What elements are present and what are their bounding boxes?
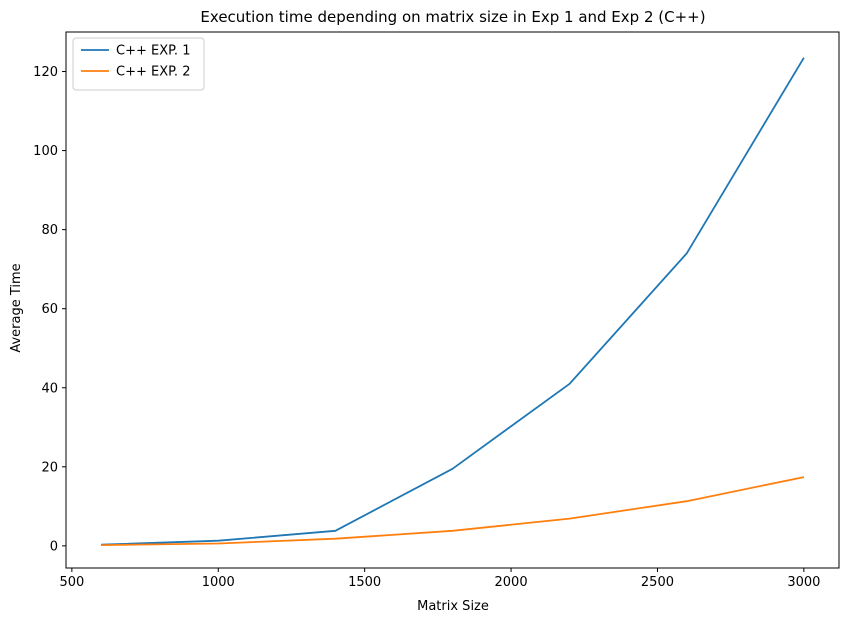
y-axis-label: Average Time	[9, 263, 24, 352]
x-tick-label: 1500	[348, 575, 381, 590]
x-tick-label: 3000	[787, 575, 820, 590]
y-tick-label: 80	[41, 223, 58, 238]
series-line-exp-2	[101, 476, 805, 546]
y-tick-label: 60	[41, 302, 58, 317]
y-tick-label: 40	[41, 381, 58, 396]
x-tick-label: 500	[59, 575, 84, 590]
y-tick-label: 20	[41, 460, 58, 475]
y-tick-label: 120	[33, 65, 58, 80]
y-tick-label: 0	[50, 539, 58, 554]
plot-frame	[65, 31, 840, 569]
legend-label: C++ EXP. 2	[116, 65, 190, 80]
legend-label: C++ EXP. 1	[116, 44, 190, 59]
x-tick-label: 2500	[641, 575, 674, 590]
legend: C++ EXP. 1 C++ EXP. 2	[72, 37, 205, 91]
x-tick-label: 2000	[495, 575, 528, 590]
x-tick-label: 1000	[202, 575, 235, 590]
x-axis-label: Matrix Size	[417, 599, 489, 614]
legend-box	[72, 37, 205, 91]
y-tick-label: 100	[33, 144, 58, 159]
chart-title: Execution time depending on matrix size …	[200, 8, 705, 26]
series-line-exp-1	[101, 57, 805, 546]
